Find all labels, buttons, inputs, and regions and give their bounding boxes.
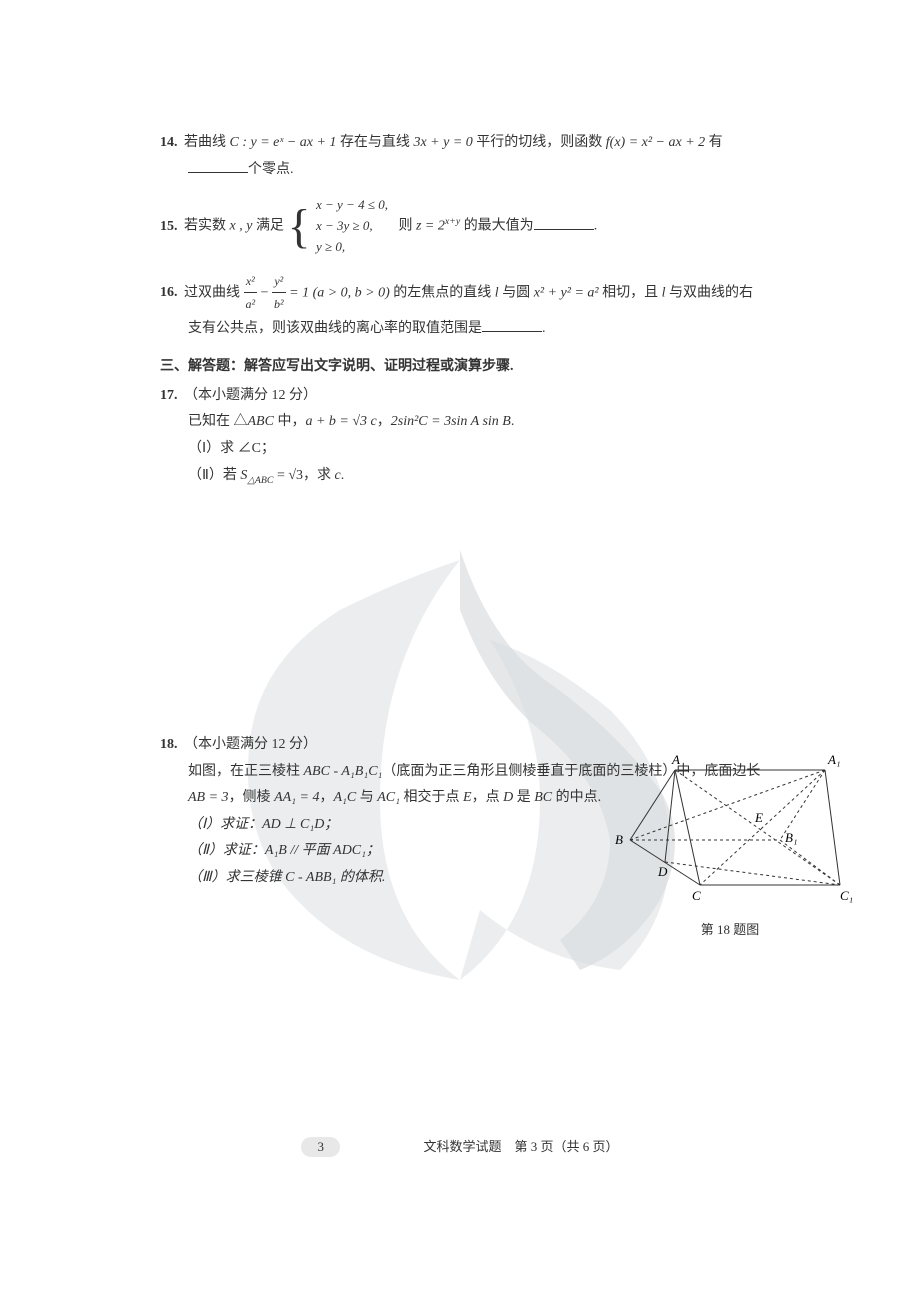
fraction: x²a²	[244, 270, 258, 317]
math: BC	[534, 790, 552, 805]
math: x² + y² = a²	[534, 285, 599, 300]
text: 与	[356, 790, 377, 805]
diagram-caption: 第 18 题图	[600, 919, 860, 938]
math: A₁C	[333, 790, 356, 805]
text: 已知在 △	[188, 414, 248, 429]
text: 若实数	[184, 219, 230, 234]
part-2: （Ⅱ）求证：A₁B // 平面 ADC₁；	[160, 838, 840, 865]
math: C : y = eˣ − ax + 1	[230, 135, 337, 150]
question-number: 15.	[160, 214, 184, 241]
part-3: （Ⅲ）求三棱锥 C - ABB₁ 的体积.	[160, 865, 840, 892]
subscript: △ABC	[247, 474, 273, 485]
part-1: （Ⅰ）求 ∠C；	[160, 436, 840, 463]
text: 存在与直线	[336, 135, 413, 150]
text: −	[261, 285, 272, 300]
condition: x − 3y ≥ 0,	[316, 218, 373, 233]
text: ，侧棱	[229, 790, 275, 805]
question-number: 17.	[160, 383, 184, 410]
brace-icon: {	[287, 205, 310, 248]
text: = √3，求	[273, 468, 334, 483]
exponent: x+y	[445, 216, 460, 227]
text: ，	[377, 414, 391, 429]
question-18: 18.（本小题满分 12 分） 如图，在正三棱柱 ABC - A₁B₁C₁（底面…	[160, 732, 840, 892]
fraction: y²b²	[272, 270, 286, 317]
text: 中，	[274, 414, 306, 429]
question-15: 15.若实数 x , y 满足 { x − y − 4 ≤ 0, x − 3y …	[160, 195, 840, 257]
text: 满足	[252, 219, 284, 234]
denominator: b²	[272, 293, 286, 316]
math: AC₁	[377, 790, 400, 805]
text: （底面为正三角形且侧棱垂直于底面的三棱柱）中，底面边长	[382, 764, 760, 779]
question-number: 14.	[160, 130, 184, 157]
math: 2sin²C = 3sin A sin B	[391, 414, 511, 429]
text: ，	[319, 790, 333, 805]
text: 个零点.	[248, 162, 294, 177]
condition: y ≥ 0,	[316, 239, 345, 254]
math: x , y	[230, 219, 253, 234]
text: 支有公共点，则该双曲线的离心率的取值范围是	[188, 321, 482, 336]
math: D	[503, 790, 513, 805]
math: = 1 (a > 0, b > 0)	[289, 285, 390, 300]
part-1: （Ⅰ）求证：AD ⊥ C₁D；	[160, 812, 840, 839]
blank-field	[534, 214, 594, 230]
subtitle: （本小题满分 12 分）	[184, 388, 317, 403]
math: E	[463, 790, 472, 805]
numerator: x²	[244, 270, 258, 294]
text: 相切，且	[599, 285, 662, 300]
page-footer: 3 文科数学试题 第 3 页（共 6 页）	[0, 1136, 920, 1157]
blank-field	[482, 316, 542, 332]
math: 3x + y = 0	[413, 135, 472, 150]
math: AA₁ = 4	[274, 790, 319, 805]
brace-conditions: x − y − 4 ≤ 0, x − 3y ≥ 0, y ≥ 0,	[316, 195, 388, 257]
math: ABC - A₁B₁C₁	[304, 764, 383, 779]
math: AB = 3	[188, 790, 229, 805]
text: 与双曲线的右	[666, 285, 754, 300]
page-number: 3	[301, 1137, 340, 1157]
text: 则	[398, 219, 416, 234]
question-number: 18.	[160, 732, 184, 759]
text: .	[594, 219, 598, 234]
text: .	[542, 321, 546, 336]
text: 有	[705, 135, 723, 150]
math: ABC	[248, 414, 274, 429]
text: 的最大值为	[460, 219, 534, 234]
denominator: a²	[244, 293, 258, 316]
text: 若曲线	[184, 135, 230, 150]
footer-text: 文科数学试题 第 3 页（共 6 页）	[423, 1136, 618, 1155]
numerator: y²	[272, 270, 286, 294]
math: a + b = √3 c	[305, 414, 376, 429]
math: f(x) = x² − ax + 2	[606, 135, 705, 150]
text: 如图，在正三棱柱	[188, 764, 304, 779]
text: 平行的切线，则函数	[473, 135, 606, 150]
text: .	[341, 468, 345, 483]
text: （Ⅱ）若	[188, 468, 240, 483]
question-number: 16.	[160, 280, 184, 307]
text: 是	[513, 790, 534, 805]
text: .	[511, 414, 515, 429]
condition: x − y − 4 ≤ 0,	[316, 197, 388, 212]
text: 的左焦点的直线	[390, 285, 495, 300]
blank-field	[188, 157, 248, 173]
question-14: 14.若曲线 C : y = eˣ − ax + 1 存在与直线 3x + y …	[160, 130, 840, 183]
subtitle: （本小题满分 12 分）	[184, 737, 317, 752]
math: z = 2	[416, 219, 445, 234]
question-17: 17.（本小题满分 12 分） 已知在 △ABC 中，a + b = √3 c，…	[160, 383, 840, 490]
text: ，点	[472, 790, 504, 805]
text: 的中点.	[552, 790, 601, 805]
label-C1: C₁	[840, 888, 853, 903]
text: 与圆	[499, 285, 534, 300]
question-16: 16.过双曲线 x²a² − y²b² = 1 (a > 0, b > 0) 的…	[160, 270, 840, 343]
text: 相交于点	[400, 790, 463, 805]
text: 过双曲线	[184, 285, 240, 300]
section-title: 三、解答题：解答应写出文字说明、证明过程或演算步骤.	[160, 355, 840, 375]
